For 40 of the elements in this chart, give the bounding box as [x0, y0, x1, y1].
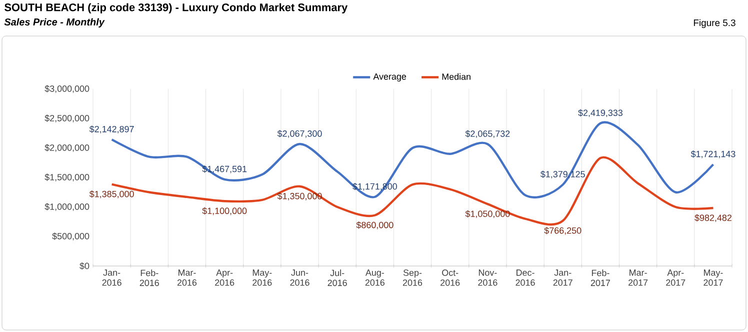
- x-tick-label: Mar-2017: [628, 270, 648, 286]
- y-tick-label: $2,000,000: [44, 144, 90, 152]
- x-tick-label: May-2016: [252, 270, 272, 286]
- data-label: $982,482: [694, 214, 732, 222]
- x-tick-label: Oct-2016: [440, 270, 460, 286]
- x-tick-label: Jun-2016: [290, 270, 310, 286]
- data-label: $1,721,143: [690, 150, 736, 158]
- x-tick-label: Dec-2016: [516, 270, 535, 286]
- data-label: $1,385,000: [89, 190, 134, 198]
- x-tick-label: Mar-2016: [177, 270, 197, 286]
- caption: Figure 5.3: [694, 19, 736, 28]
- x-tick-label: Jul-2016: [328, 270, 347, 286]
- y-tick-label: $1,500,000: [44, 174, 90, 182]
- legend-label: Average: [373, 73, 406, 82]
- x-tick-label: Jan-2017: [553, 270, 572, 286]
- x-tick-label: Apr-2017: [666, 270, 686, 286]
- data-label: $2,142,897: [89, 126, 134, 134]
- x-tick-label: Feb-2017: [590, 270, 610, 286]
- data-label: $1,050,000: [465, 210, 510, 218]
- x-tick-label: Sep-2016: [402, 270, 422, 286]
- chart-title: SOUTH BEACH (zip code 33139) - Luxury Condo Market Summary: [4, 3, 348, 14]
- y-tick-label: $1,000,000: [44, 203, 90, 211]
- x-tick-label: Aug-2016: [365, 270, 384, 286]
- data-label: $766,250: [544, 226, 582, 235]
- y-tick-label: $2,500,000: [44, 114, 90, 122]
- y-tick-label: $3,000,000: [44, 85, 90, 93]
- data-label: $2,067,300: [277, 130, 322, 138]
- data-label: $1,100,000: [202, 207, 247, 216]
- data-label: $2,065,732: [465, 130, 510, 138]
- data-label: $2,419,333: [578, 109, 622, 118]
- y-tick-label: $0: [80, 262, 90, 270]
- x-tick-label: Feb-2016: [140, 270, 159, 286]
- legend-label: Median: [442, 73, 470, 80]
- x-tick-label: Nov-2016: [478, 270, 498, 286]
- x-tick-label: Jan-2016: [102, 270, 122, 286]
- chart-subtitle: Sales Price - Monthly: [4, 18, 105, 28]
- x-tick-label: Apr-2016: [215, 270, 234, 286]
- data-label: $860,000: [356, 221, 394, 230]
- x-tick-label: May-2017: [704, 270, 723, 286]
- y-tick-label: $500,000: [52, 232, 90, 240]
